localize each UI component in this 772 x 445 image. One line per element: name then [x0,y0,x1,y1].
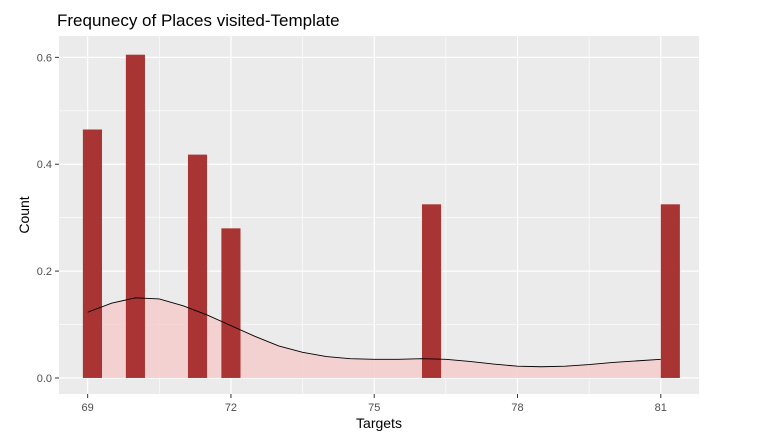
x-tick-label: 69 [82,402,94,414]
y-tick-label: 0.0 [37,373,52,385]
x-tick-label: 72 [225,402,237,414]
histogram-bar [421,204,442,378]
axes-layer: 69 72 75 78 81 0.0 0.2 0.4 0.6 [37,52,667,414]
bars-layer [82,54,680,378]
histogram-bar [125,54,145,378]
y-tick-label: 0.6 [37,52,52,64]
x-tick-label: 78 [511,402,523,414]
histogram-bar [660,204,680,378]
chart-title: Frequnecy of Places visited-Template [57,11,340,30]
x-tick-label: 81 [655,402,667,414]
histogram-bar [187,154,208,378]
histogram-bar [82,129,102,378]
major-gridlines [59,36,699,394]
minor-gridlines [59,36,699,394]
x-axis-title: Targets [356,415,402,431]
density-line [87,297,661,368]
y-tick-label: 0.2 [37,266,52,278]
histogram-bar [221,228,241,378]
density-line-layer [87,297,661,368]
y-axis-title: Count [16,196,32,233]
x-tick-label: 75 [368,402,380,414]
y-tick-label: 0.4 [37,159,52,171]
